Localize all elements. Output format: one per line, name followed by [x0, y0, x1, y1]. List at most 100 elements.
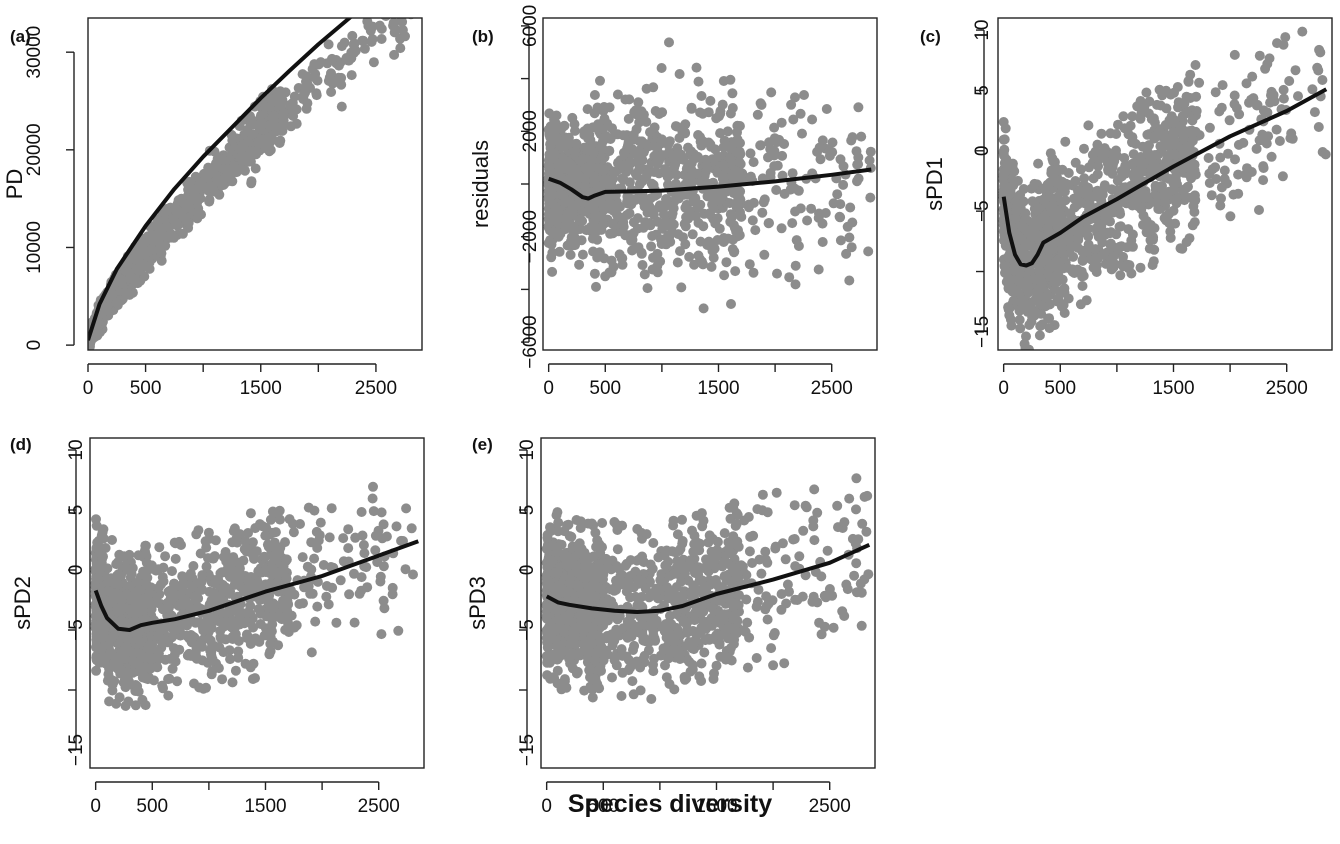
scatter-point [998, 134, 1009, 145]
scatter-point [711, 113, 722, 124]
scatter-point [343, 524, 354, 535]
scatter-point [184, 202, 195, 213]
scatter-point [1293, 91, 1303, 102]
scatter-point [323, 39, 334, 50]
scatter-point [648, 252, 658, 263]
scatter-point [311, 526, 322, 537]
scatter-point [1032, 205, 1042, 216]
y-tick-label: 0 [972, 146, 993, 157]
y-axis-title-a: PD [2, 169, 27, 200]
scatter-point [1043, 313, 1054, 324]
scatter-point [856, 131, 867, 142]
scatter-point [354, 588, 365, 599]
scatter-point [732, 127, 742, 138]
scatter-point [549, 214, 560, 225]
scatter-point [301, 103, 312, 114]
scatter-point [195, 193, 206, 204]
scatter-point [1036, 308, 1047, 319]
scatter-point [547, 188, 558, 199]
scatter-point [278, 118, 289, 129]
scatter-point [193, 181, 204, 192]
scatter-point [607, 199, 618, 210]
scatter-point [722, 126, 733, 137]
scatter-point [1188, 127, 1199, 138]
scatter-point [648, 82, 659, 93]
scatter-point [1125, 120, 1136, 131]
scatter-point [727, 103, 738, 113]
scatter-point [745, 148, 756, 159]
scatter-point [832, 189, 843, 200]
scatter-point [240, 165, 250, 176]
scatter-point [188, 561, 199, 571]
scatter-point [555, 140, 566, 151]
scatter-point [375, 576, 386, 587]
scatter-point [563, 132, 574, 143]
scatter-point [701, 160, 712, 171]
scatter-point [323, 599, 334, 610]
scatter-point [1077, 254, 1088, 265]
scatter-point [295, 519, 305, 529]
scatter-point [1105, 128, 1116, 139]
scatter-point [642, 167, 653, 178]
scatter-point [629, 107, 640, 118]
scatter-point [166, 229, 177, 240]
scatter-point [1014, 314, 1025, 325]
scatter-point [637, 260, 648, 270]
scatter-point [799, 90, 809, 100]
scatter-point [759, 194, 770, 205]
x-tick-label: 500 [1044, 378, 1076, 399]
scatter-point [769, 161, 780, 172]
scatter-point [1015, 189, 1026, 200]
scatter-point [1014, 304, 1025, 315]
scatter-point [755, 140, 766, 151]
scatter-point [667, 227, 678, 238]
scatter-point [624, 94, 635, 105]
scatter-point [1046, 165, 1057, 176]
x-axis-title: Species diversity [568, 790, 772, 818]
scatter-point [543, 124, 554, 135]
scatter-point [1039, 195, 1050, 206]
scatter-point [1231, 103, 1242, 114]
scatter-point [745, 171, 756, 182]
scatter-point [695, 236, 706, 247]
scatter-point [725, 209, 736, 220]
scatter-point [1216, 102, 1227, 113]
scatter-point [1088, 173, 1099, 184]
scatter-point [1182, 144, 1193, 155]
scatter-point [570, 240, 580, 251]
scatter-point [1020, 342, 1031, 350]
scatter-point [1203, 153, 1214, 163]
scatter-point [777, 150, 788, 161]
scatter-point [1034, 330, 1045, 341]
scatter-point [1079, 143, 1089, 154]
scatter-point [1119, 153, 1130, 163]
scatter-point [1280, 32, 1291, 43]
scatter-point [1074, 185, 1085, 196]
scatter-point [1053, 212, 1064, 223]
scatter-point [863, 246, 874, 257]
scatter-point [705, 95, 716, 106]
scatter-point [1252, 99, 1263, 110]
scatter-point [1266, 151, 1277, 162]
scatter-point [1081, 295, 1092, 306]
scatter-point [641, 116, 652, 127]
scatter-point [374, 7, 384, 17]
scatter-point [218, 580, 228, 590]
scatter-point [588, 246, 599, 257]
scatter-point [628, 217, 639, 228]
scatter-point [790, 260, 801, 271]
scatter-point [350, 532, 361, 543]
scatter-point [362, 18, 373, 27]
scatter-point [122, 266, 133, 277]
scatter-point [696, 91, 707, 101]
scatter-point [410, 6, 420, 16]
scatter-point [145, 234, 156, 245]
scatter-point [605, 228, 616, 239]
scatter-point [663, 139, 674, 150]
scatter-point [346, 70, 357, 81]
y-tick-label: 10 [972, 20, 993, 41]
scatter-point [766, 87, 777, 98]
scatter-point [371, 5, 381, 15]
scatter-point [1072, 264, 1083, 275]
